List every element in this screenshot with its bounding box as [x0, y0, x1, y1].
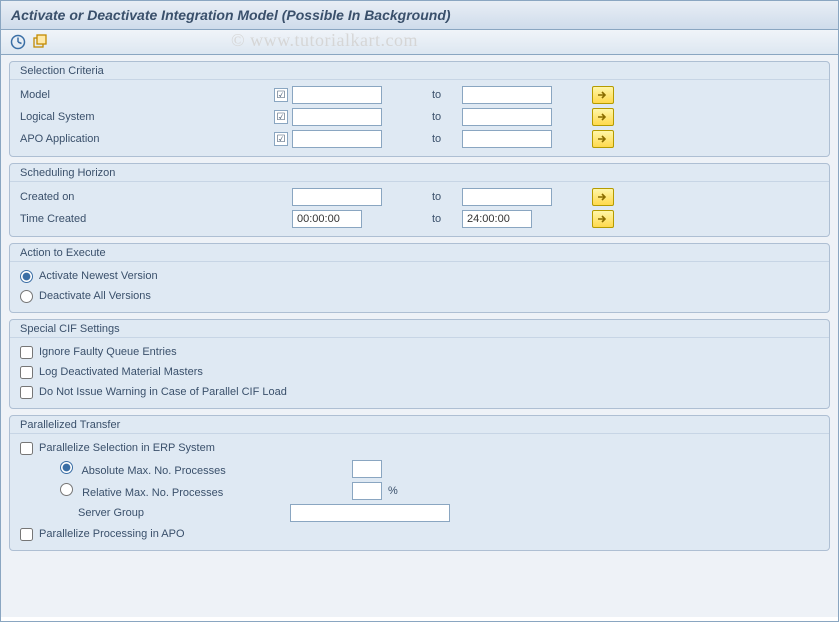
group-title: Parallelized Transfer	[10, 416, 829, 434]
rel-max-input[interactable]	[352, 482, 382, 500]
sap-window: Activate or Deactivate Integration Model…	[0, 0, 839, 622]
percent-suffix: %	[388, 485, 398, 497]
row-rel-max-proc: Relative Max. No. Processes %	[20, 480, 819, 502]
label-time-created: Time Created	[20, 213, 270, 225]
label-abs-max-wrap: Absolute Max. No. Processes	[20, 461, 290, 477]
group-title: Scheduling Horizon	[10, 164, 829, 182]
cb-apo-input[interactable]	[20, 528, 33, 541]
radio-deactivate-input[interactable]	[20, 290, 33, 303]
group-special-cif-settings: Special CIF Settings Ignore Faulty Queue…	[9, 319, 830, 409]
cb-ignore-label: Ignore Faulty Queue Entries	[39, 346, 177, 358]
label-created-on: Created on	[20, 191, 270, 203]
cb-logdeact-input[interactable]	[20, 366, 33, 379]
apoapp-from-input[interactable]	[292, 130, 382, 148]
label-abs-max: Absolute Max. No. Processes	[81, 465, 225, 477]
logsys-from-input[interactable]	[292, 108, 382, 126]
page-title: Activate or Deactivate Integration Model…	[11, 7, 828, 23]
apoapp-to-input[interactable]	[462, 130, 552, 148]
to-label: to	[422, 133, 462, 145]
radio-rel-input[interactable]	[60, 483, 73, 496]
logsys-to-input[interactable]	[462, 108, 552, 126]
group-action-to-execute: Action to Execute Activate Newest Versio…	[9, 243, 830, 313]
select-option-icon[interactable]: ☑	[274, 132, 288, 146]
label-server-group: Server Group	[20, 507, 290, 519]
cb-apo-label: Parallelize Processing in APO	[39, 528, 185, 540]
variant-icon[interactable]	[31, 33, 49, 51]
label-model: Model	[20, 89, 270, 101]
time-created-to-input[interactable]	[462, 210, 532, 228]
label-logical-system: Logical System	[20, 111, 270, 123]
radio-deactivate-label: Deactivate All Versions	[39, 290, 151, 302]
cb-ignore-faulty[interactable]: Ignore Faulty Queue Entries	[20, 342, 819, 362]
group-parallelized-transfer: Parallelized Transfer Parallelize Select…	[9, 415, 830, 551]
radio-activate-newest[interactable]: Activate Newest Version	[20, 266, 819, 286]
group-title: Selection Criteria	[10, 62, 829, 80]
multiple-selection-button[interactable]	[592, 188, 614, 206]
row-apo-application: APO Application ☑ to	[20, 128, 819, 150]
model-from-input[interactable]	[292, 86, 382, 104]
cb-parallelize-apo[interactable]: Parallelize Processing in APO	[20, 524, 819, 544]
cb-ignore-input[interactable]	[20, 346, 33, 359]
group-title: Action to Execute	[10, 244, 829, 262]
select-option-icon[interactable]: ☑	[274, 88, 288, 102]
radio-activate-label: Activate Newest Version	[39, 270, 158, 282]
to-label: to	[422, 111, 462, 123]
cb-nowarn-label: Do Not Issue Warning in Case of Parallel…	[39, 386, 287, 398]
abs-max-input[interactable]	[352, 460, 382, 478]
label-rel-max: Relative Max. No. Processes	[82, 487, 223, 499]
row-created-on: Created on to	[20, 186, 819, 208]
radio-abs-input[interactable]	[60, 461, 73, 474]
row-server-group: Server Group	[20, 502, 819, 524]
to-label: to	[422, 89, 462, 101]
cb-no-warning[interactable]: Do Not Issue Warning in Case of Parallel…	[20, 382, 819, 402]
content-area: Selection Criteria Model ☑ to Logical Sy…	[1, 55, 838, 617]
created-on-from-input[interactable]	[292, 188, 382, 206]
execute-icon[interactable]	[9, 33, 27, 51]
to-label: to	[422, 191, 462, 203]
group-title: Special CIF Settings	[10, 320, 829, 338]
title-bar: Activate or Deactivate Integration Model…	[1, 1, 838, 30]
label-apo-application: APO Application	[20, 133, 270, 145]
radio-activate-input[interactable]	[20, 270, 33, 283]
multiple-selection-button[interactable]	[592, 86, 614, 104]
cb-logdeact-label: Log Deactivated Material Masters	[39, 366, 203, 378]
multiple-selection-button[interactable]	[592, 210, 614, 228]
row-abs-max-proc: Absolute Max. No. Processes	[20, 458, 819, 480]
model-to-input[interactable]	[462, 86, 552, 104]
created-on-to-input[interactable]	[462, 188, 552, 206]
watermark: © www.tutorialkart.com	[231, 30, 418, 51]
cb-erp-input[interactable]	[20, 442, 33, 455]
cb-parallelize-erp[interactable]: Parallelize Selection in ERP System	[20, 438, 819, 458]
toolbar: © www.tutorialkart.com	[1, 30, 838, 55]
cb-nowarn-input[interactable]	[20, 386, 33, 399]
row-time-created: Time Created to	[20, 208, 819, 230]
multiple-selection-button[interactable]	[592, 130, 614, 148]
cb-log-deactivated[interactable]: Log Deactivated Material Masters	[20, 362, 819, 382]
group-scheduling-horizon: Scheduling Horizon Created on to Time Cr…	[9, 163, 830, 237]
radio-deactivate-all[interactable]: Deactivate All Versions	[20, 286, 819, 306]
cb-erp-label: Parallelize Selection in ERP System	[39, 442, 215, 454]
label-rel-max-wrap: Relative Max. No. Processes	[20, 483, 290, 499]
server-group-input[interactable]	[290, 504, 450, 522]
to-label: to	[422, 213, 462, 225]
row-model: Model ☑ to	[20, 84, 819, 106]
time-created-from-input[interactable]	[292, 210, 362, 228]
group-selection-criteria: Selection Criteria Model ☑ to Logical Sy…	[9, 61, 830, 157]
multiple-selection-button[interactable]	[592, 108, 614, 126]
row-logical-system: Logical System ☑ to	[20, 106, 819, 128]
select-option-icon[interactable]: ☑	[274, 110, 288, 124]
